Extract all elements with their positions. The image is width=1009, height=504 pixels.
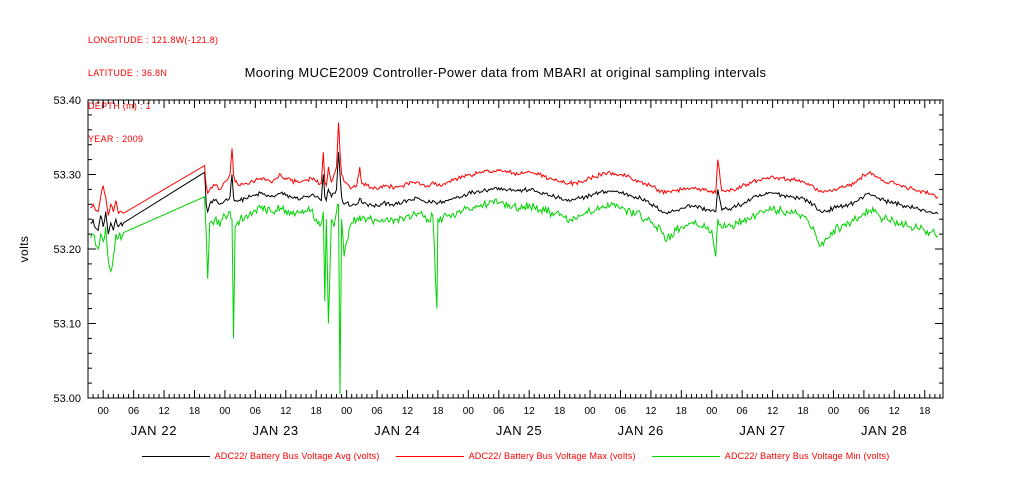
x-tick-label: 00 — [584, 406, 596, 417]
y-tick-label: 53.10 — [53, 319, 81, 331]
series-line-max — [90, 122, 939, 216]
meta-latitude: LATITUDE : 36.8N — [88, 68, 168, 78]
x-day-label: JAN 26 — [618, 423, 664, 438]
x-tick-label: 12 — [524, 406, 536, 417]
legend-label-avg: ADC22/ Battery Bus Voltage Avg (volts) — [214, 451, 380, 461]
x-tick-label: 00 — [706, 406, 718, 417]
x-tick-label: 12 — [280, 406, 292, 417]
x-tick-label: 00 — [828, 406, 840, 417]
x-tick-label: 06 — [858, 406, 870, 417]
x-tick-label: 18 — [919, 406, 931, 417]
legend-line-min-swatch — [651, 455, 720, 457]
y-tick-label: 53.00 — [53, 393, 81, 405]
x-tick-label: 06 — [128, 406, 140, 417]
series-line-min — [90, 196, 939, 395]
x-tick-label: 18 — [797, 406, 809, 417]
x-tick-label: 18 — [554, 406, 566, 417]
x-day-label: JAN 24 — [374, 423, 420, 438]
y-tick-label: 53.30 — [53, 170, 81, 182]
legend-line-max-swatch — [395, 455, 464, 457]
legend-item-avg: ADC22/ Battery Bus Voltage Avg (volts) — [141, 451, 380, 461]
legend-item-max: ADC22/ Battery Bus Voltage Max (volts) — [395, 451, 636, 461]
x-tick-label: 18 — [432, 406, 444, 417]
x-tick-label: 06 — [371, 406, 383, 417]
x-tick-label: 12 — [889, 406, 901, 417]
x-tick-label: 00 — [98, 406, 110, 417]
x-day-label: JAN 22 — [131, 423, 177, 438]
x-tick-label: 12 — [402, 406, 414, 417]
x-tick-label: 00 — [341, 406, 353, 417]
series-line-avg — [90, 152, 939, 235]
x-day-label: JAN 27 — [739, 423, 785, 438]
meta-longitude: LONGITUDE : 121.8W(-121.8) — [88, 35, 219, 45]
x-tick-label: 06 — [615, 406, 627, 417]
y-tick-label: 53.40 — [53, 95, 81, 107]
chart-title: Mooring MUCE2009 Controller-Power data f… — [244, 65, 767, 80]
legend-line-avg-swatch — [141, 455, 210, 457]
legend-label-max: ADC22/ Battery Bus Voltage Max (volts) — [468, 451, 636, 461]
x-tick-label: 12 — [645, 406, 657, 417]
x-day-label: JAN 28 — [861, 423, 907, 438]
header-metadata: LONGITUDE : 121.8W(-121.8) LATITUDE : 36… — [88, 13, 218, 167]
x-tick-label: 12 — [767, 406, 779, 417]
chart-legend: ADC22/ Battery Bus Voltage Avg (volts) A… — [88, 451, 943, 461]
x-tick-label: 06 — [737, 406, 749, 417]
meta-depth: DEPTH (m) : 1 — [88, 101, 151, 111]
x-day-label: JAN 23 — [253, 423, 299, 438]
y-tick-label: 53.20 — [53, 244, 81, 256]
x-tick-label: 18 — [676, 406, 688, 417]
x-tick-label: 00 — [219, 406, 231, 417]
x-tick-label: 12 — [159, 406, 171, 417]
x-day-label: JAN 25 — [496, 423, 542, 438]
legend-item-min: ADC22/ Battery Bus Voltage Min (volts) — [651, 451, 890, 461]
legend-label-min: ADC22/ Battery Bus Voltage Min (volts) — [724, 451, 890, 461]
x-tick-label: 00 — [463, 406, 475, 417]
plot-frame — [87, 99, 944, 399]
x-tick-label: 18 — [189, 406, 201, 417]
x-tick-label: 18 — [311, 406, 323, 417]
x-tick-label: 06 — [250, 406, 262, 417]
meta-year: YEAR : 2009 — [88, 134, 144, 144]
x-tick-label: 06 — [493, 406, 505, 417]
y-axis-title: volts — [17, 236, 31, 263]
